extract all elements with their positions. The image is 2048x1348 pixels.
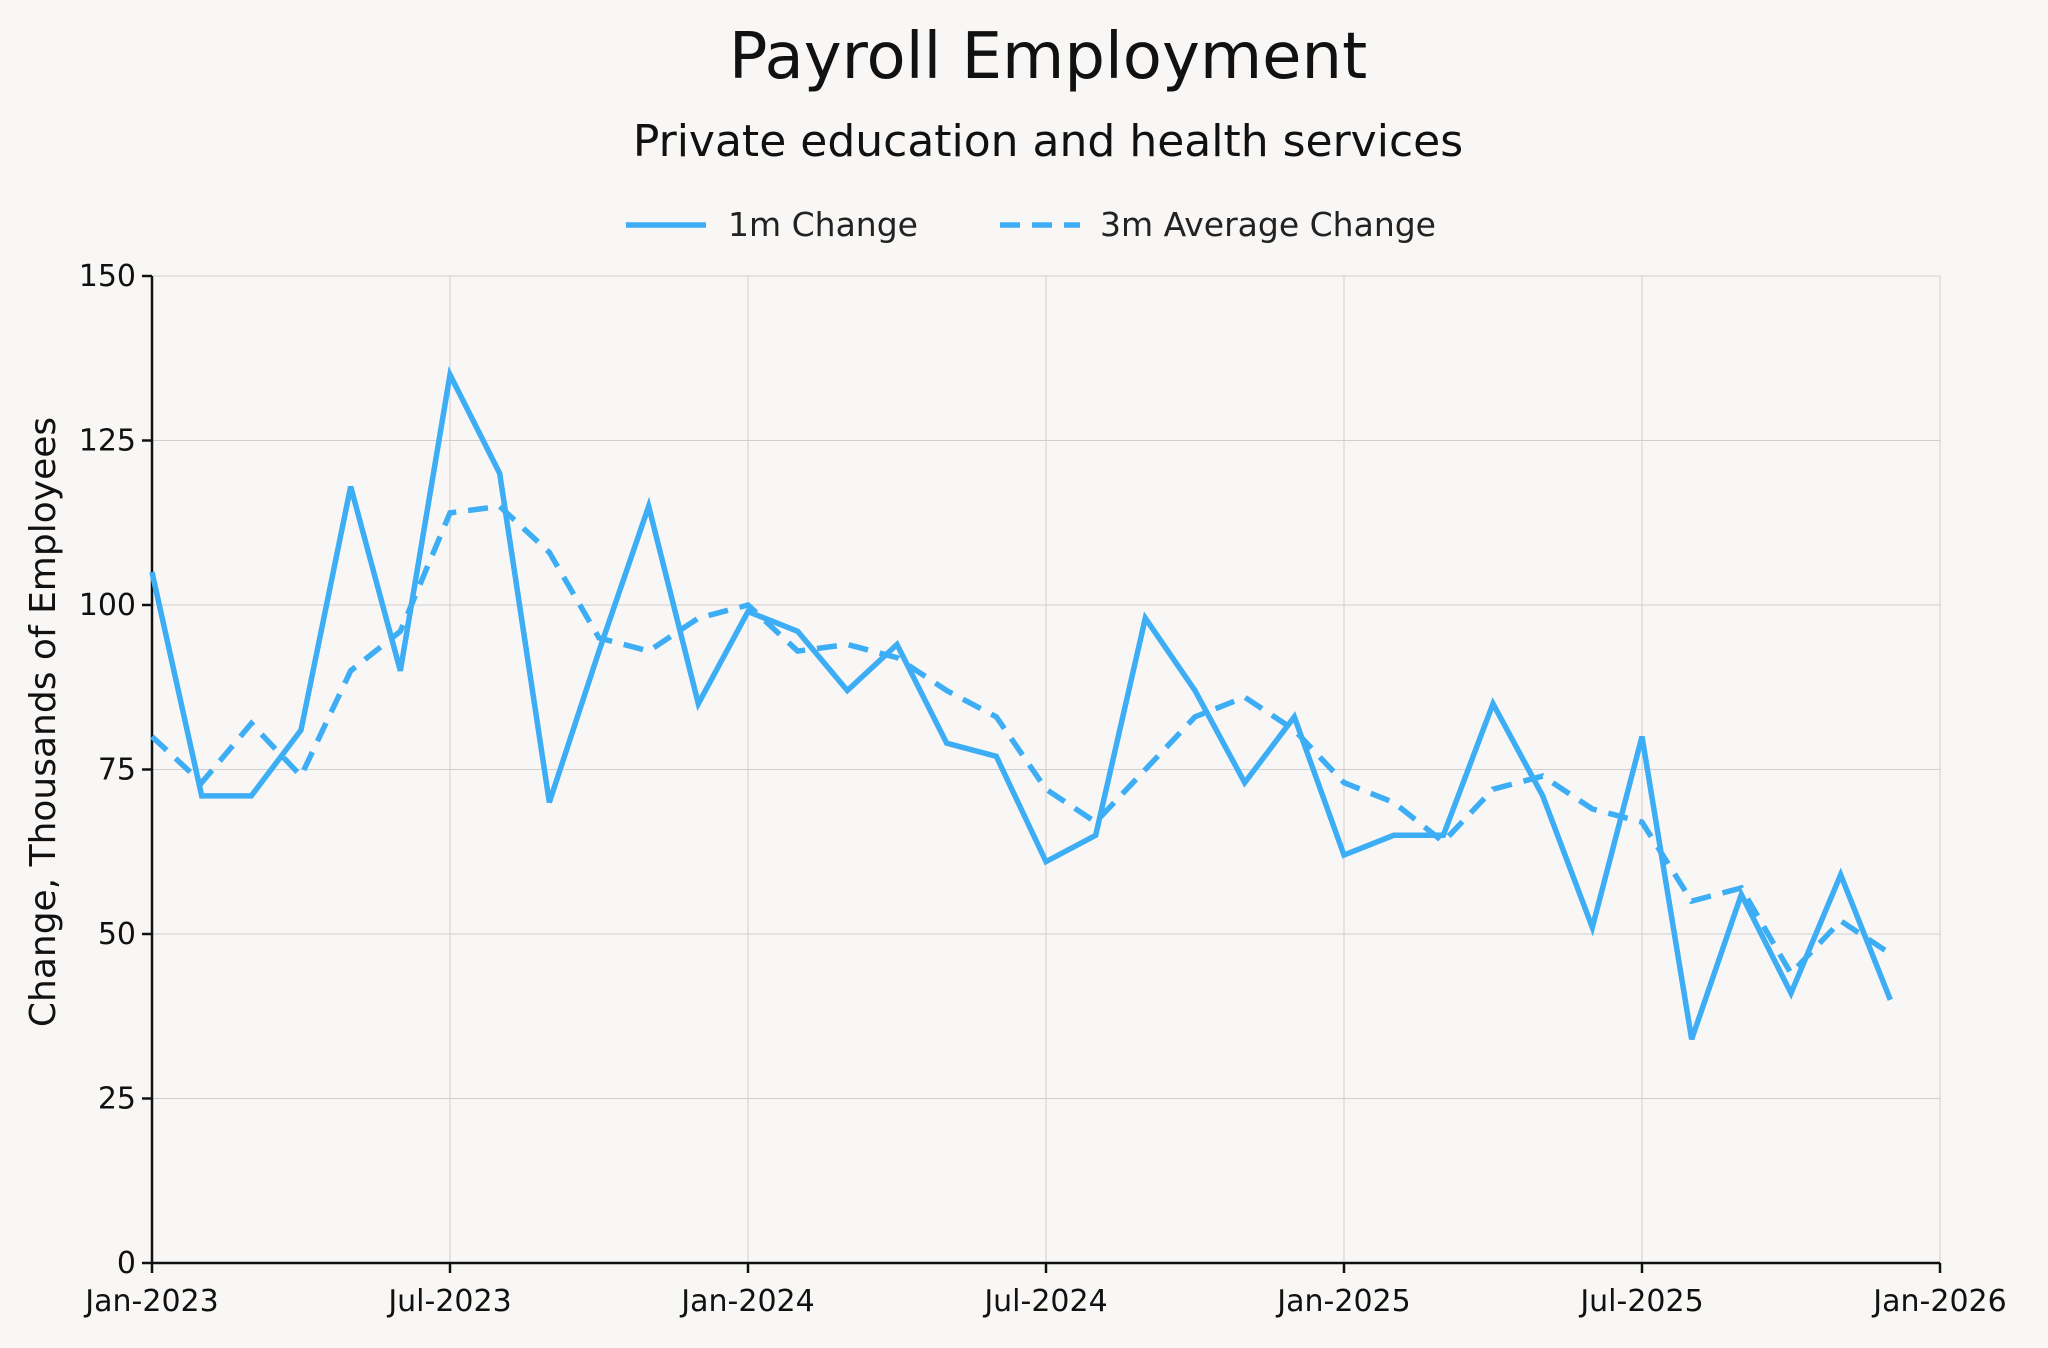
axes (142, 274, 1942, 1273)
y-tick-label: 150 (79, 259, 136, 294)
x-tick-label: Jul-2024 (982, 1284, 1107, 1319)
tick-labels: 0 25 50 75 100 125 150 Jan-2023 Jul-2023 Jan-2024… (79, 259, 2007, 1319)
x-tick-label: Jul-2025 (1578, 1284, 1703, 1319)
legend: 1m Change 3m Average Change (626, 205, 1436, 244)
y-tick-label: 0 (117, 1246, 136, 1281)
y-tick-label: 50 (98, 917, 136, 952)
x-tick-label: Jan-2023 (83, 1284, 218, 1319)
y-tick-label: 25 (98, 1082, 136, 1117)
y-tick-label: 125 (79, 424, 136, 459)
x-tick-label: Jan-2025 (1275, 1284, 1410, 1319)
series (149, 365, 1893, 1041)
x-tick-label: Jul-2023 (386, 1284, 511, 1319)
legend-label-3m-average-change: 3m Average Change (1100, 205, 1436, 244)
series-line-3m-average-change (150, 503, 1892, 979)
legend-label-1m-change: 1m Change (728, 205, 918, 244)
x-tick-label: Jan-2026 (1871, 1284, 2006, 1319)
grid (152, 275, 1941, 1263)
y-tick-label: 100 (79, 588, 136, 623)
chart-subtitle: Private education and health services (633, 116, 1463, 167)
y-axis-label: Change, Thousands of Employees (23, 417, 64, 1027)
y-tick-label: 75 (98, 753, 136, 788)
chart-title: Payroll Employment (729, 20, 1367, 94)
series-line-1m-change (149, 365, 1893, 1041)
x-tick-label: Jan-2024 (679, 1284, 814, 1319)
